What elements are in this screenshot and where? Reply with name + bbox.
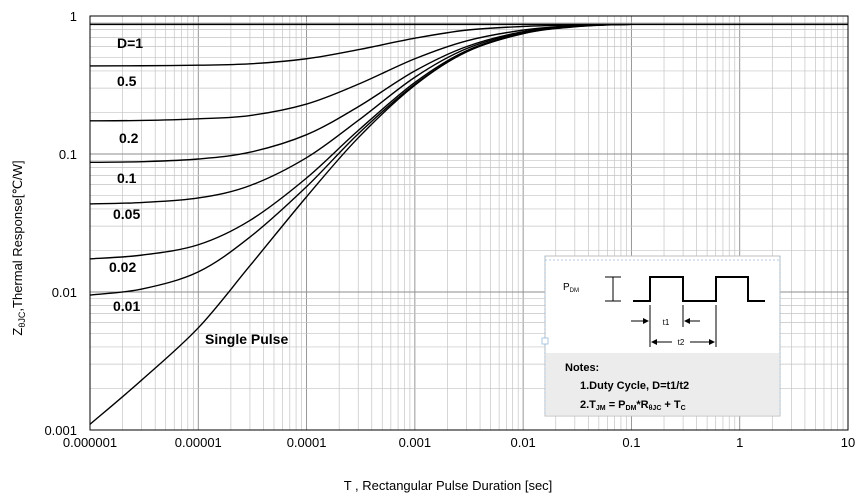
curve-label-d002: 0.02	[109, 259, 136, 275]
pulse-inset: PDM t1 t2 Notes: 1.Duty Cycle, D=t1/t2 2…	[541, 255, 781, 417]
x-tick-label: 0.000001	[63, 435, 117, 450]
curve-label-d01: 0.1	[117, 170, 137, 186]
curve-label-d02: 0.2	[119, 130, 139, 146]
t1-arrowhead-right	[684, 318, 690, 324]
note-duty-cycle: 1.Duty Cycle, D=t1/t2	[580, 380, 689, 392]
y-tick-label: 0.1	[59, 147, 77, 162]
curve-label-d005: 0.05	[113, 206, 140, 222]
t2-arrowhead-right	[709, 339, 715, 345]
x-tick-label: 1	[736, 435, 743, 450]
curve-label-d05: 0.5	[117, 73, 137, 89]
curve-label-d001: 0.01	[113, 298, 140, 314]
y-tick-label: 1	[70, 9, 77, 24]
y-tick-labels: 1 0.1 0.01 0.001	[44, 9, 77, 438]
curves	[89, 23, 848, 425]
x-tick-label: 0.1	[622, 435, 640, 450]
plot-frame	[89, 15, 849, 431]
curve-label-d1: D=1	[117, 35, 143, 51]
x-tick-label: 0.00001	[175, 435, 222, 450]
x-tick-label: 0.01	[510, 435, 535, 450]
t1-label: t1	[663, 318, 670, 327]
series-line-7	[89, 23, 848, 425]
y-tick-label: 0.01	[52, 285, 77, 300]
x-tick-label: 0.0001	[287, 435, 327, 450]
y-tick-label: 0.001	[44, 423, 77, 438]
t1-arrowhead-left	[643, 318, 649, 324]
note-junction-temp: 2.TJM = PDM*RθJC + TC	[580, 399, 686, 412]
inset-handle	[541, 337, 549, 345]
x-tick-label: 0.001	[399, 435, 432, 450]
t2-arrowhead-left	[651, 339, 657, 345]
pulse-waveform	[633, 276, 765, 302]
x-tick-label: 10	[841, 435, 855, 450]
inset-notes-panel	[546, 353, 779, 415]
x-axis-title: T , Rectangular Pulse Duration [sec]	[344, 478, 553, 493]
pdm-label: PDM	[563, 282, 579, 294]
x-tick-labels: 0.000001 0.00001 0.0001 0.001 0.01 0.1 1 10	[63, 435, 855, 450]
grid-lines	[89, 16, 848, 431]
notes-title: Notes:	[565, 362, 599, 374]
curve-label-single-pulse: Single Pulse	[205, 331, 288, 347]
y-axis-title: ZθJC,Thermal Response[℃/W]	[10, 160, 27, 335]
t2-label: t2	[678, 338, 685, 347]
